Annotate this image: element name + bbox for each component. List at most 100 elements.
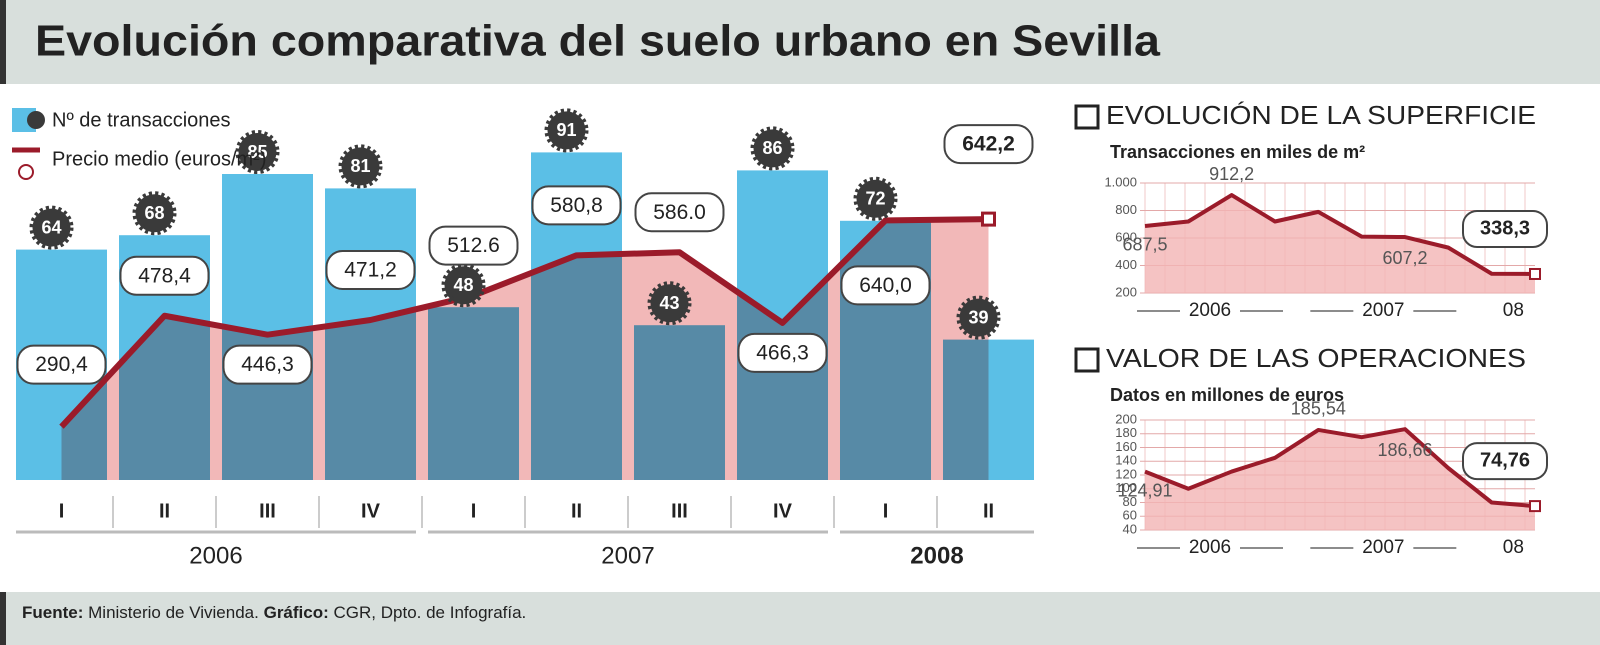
year-label: 2007 (601, 542, 654, 569)
y-tick-label: 80 (1123, 494, 1137, 509)
price-label: 478,4 (138, 264, 191, 287)
price-label-box (119, 255, 210, 296)
y-tick-label: 800 (1115, 202, 1137, 217)
year-label-bg (1483, 536, 1544, 560)
year-label-bg (1483, 299, 1544, 323)
price-label-box (325, 249, 416, 290)
year-label: 2008 (910, 542, 963, 569)
footer-source: Ministerio de Vivienda. (88, 603, 259, 622)
price-area (61, 219, 989, 481)
bar-value-badge (441, 263, 486, 308)
value-label: 185,54 (1291, 399, 1346, 419)
year-label: 2006 (1189, 300, 1231, 321)
bar-value-badge (338, 144, 383, 189)
price-label: 471,2 (344, 259, 397, 282)
y-tick-label: 140 (1115, 453, 1137, 468)
title: Evolución comparativa del suelo urbano e… (35, 17, 1161, 66)
footer-source-label: Fuente: (22, 603, 83, 622)
title-bar (0, 0, 1600, 84)
price-label: 640,0 (859, 274, 912, 297)
y-tick-label: 180 (1115, 425, 1137, 440)
legend-dot (27, 111, 45, 129)
section-box (1074, 104, 1100, 130)
price-label: 466,3 (756, 341, 809, 364)
bar-value-badge (235, 130, 280, 174)
year-label-bg (1180, 536, 1240, 560)
footer-bar (0, 592, 1600, 645)
y-tick-label: 400 (1115, 257, 1137, 272)
year-label-bg (1353, 299, 1414, 323)
value-label-box (1462, 442, 1548, 481)
bar-value-label: 85 (247, 142, 267, 162)
area (1145, 429, 1535, 530)
section-title: VALOR DE LAS OPERACIONES (1106, 343, 1526, 373)
y-tick-label: 200 (1115, 411, 1137, 426)
section-box (1074, 347, 1100, 373)
price-label: 642,2 (962, 133, 1015, 156)
bar-value-label: 81 (350, 156, 370, 176)
y-tick-label: 100 (1115, 480, 1137, 495)
area (1145, 195, 1535, 293)
value-label: 186,66 (1377, 440, 1432, 460)
bar-value-badge (956, 295, 1001, 340)
bar-value-label: 64 (41, 217, 61, 237)
x-tick-label: I (883, 500, 889, 522)
year-label-bg (1353, 536, 1414, 560)
y-tick-label: 40 (1123, 521, 1137, 536)
area-line (1144, 427, 1536, 509)
area-line (1144, 193, 1536, 276)
price-label: 290,4 (35, 353, 88, 376)
value-label: 607,2 (1382, 248, 1427, 268)
price-label-box (531, 185, 622, 226)
y-tick-label: 60 (1123, 508, 1137, 523)
y-tick-label: 160 (1115, 439, 1137, 454)
x-tick-label: II (159, 500, 170, 522)
x-tick-label: IV (361, 500, 381, 522)
year-label: 2006 (189, 542, 242, 569)
price-label-box (222, 344, 313, 385)
section-title: EVOLUCIÓN DE LA SUPERFICIE (1106, 100, 1536, 130)
y-tick-label: 1.000 (1104, 174, 1137, 189)
bar-value-label: 72 (865, 189, 885, 209)
x-tick-label: I (471, 500, 477, 522)
legend-label: Nº de transacciones (52, 109, 231, 131)
value-label: 687,5 (1122, 235, 1167, 255)
price-label: 512.6 (447, 234, 500, 257)
section-subtitle: Transacciones en miles de m² (1110, 142, 1365, 162)
bar-value-label: 39 (968, 307, 988, 327)
section-subtitle: Datos en millones de euros (1110, 385, 1344, 405)
bar-value-badge (29, 205, 74, 250)
x-tick-label: III (671, 500, 688, 522)
bar-value-badge (750, 126, 795, 171)
bar-value-label: 68 (144, 203, 164, 223)
x-tick-label: IV (773, 500, 793, 522)
bar-value-label: 86 (762, 138, 782, 158)
bar-value-label: 48 (453, 275, 473, 295)
price-label: 580,8 (550, 194, 603, 217)
year-label: 2007 (1362, 300, 1404, 321)
legend-label: Precio medio (euros/m²) (52, 148, 267, 170)
footer-graphic: CGR, Dpto. de Infografía. (334, 603, 527, 622)
bar-value-label: 43 (659, 293, 679, 313)
y-tick-label: 120 (1115, 466, 1137, 481)
value-label-box (1462, 209, 1548, 248)
footer: Fuente: Ministerio de Vivienda. Gráfico:… (22, 603, 526, 622)
footer-stripe (0, 592, 6, 645)
year-label: 2006 (1189, 537, 1231, 558)
y-tick-label: 200 (1115, 284, 1137, 299)
end-marker (1529, 500, 1541, 513)
year-label: 08 (1503, 300, 1524, 321)
value-label: 124,91 (1117, 480, 1172, 500)
year-label-bg (1180, 299, 1240, 323)
end-marker (1529, 267, 1541, 280)
x-tick-label: II (983, 500, 994, 522)
footer-graphic-label: Gráfico: (264, 603, 329, 622)
title-stripe (0, 0, 6, 84)
price-label-box (943, 124, 1034, 165)
price-label-box (16, 344, 107, 385)
x-tick-label: I (59, 500, 65, 522)
y-tick-label: 600 (1115, 229, 1137, 244)
year-label: 08 (1503, 537, 1524, 558)
